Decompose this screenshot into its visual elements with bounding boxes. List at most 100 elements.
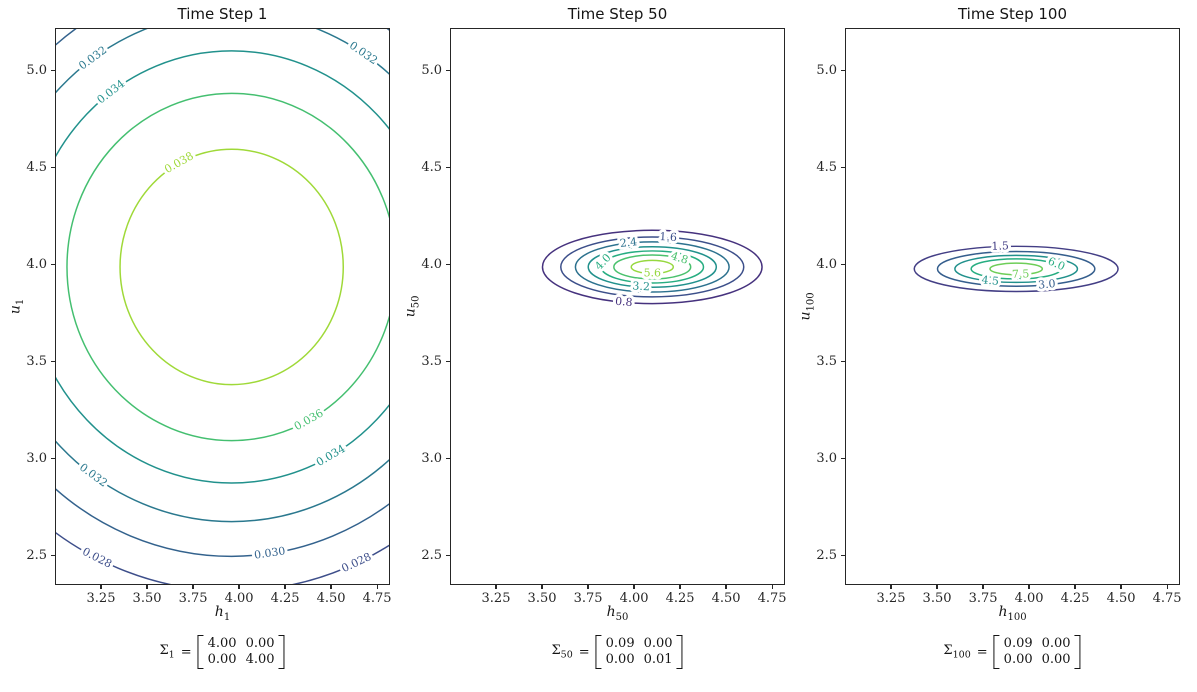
y-tick-label: 5.0 [26,62,47,78]
x-axis-label: h100 [845,604,1180,623]
matrix-left-bracket [197,635,204,669]
y-tick-label: 5.0 [421,62,442,78]
contour-line [560,236,745,298]
y-tick-mark [446,70,450,72]
x-tick-mark [633,585,635,589]
y-tick-mark [51,458,55,460]
x-axis-label-sub: 100 [1007,611,1027,623]
subplot-time-step-50: Time Step 50 0.8 1.6 2.4 3.2 4.0 4.8 5.6 h50 u… [403,0,787,692]
contour-label: 2.4 [619,235,638,250]
equals-sign: = [180,644,192,660]
y-tick-mark [446,458,450,460]
y-tick-mark [51,70,55,72]
x-tick-mark [725,585,727,589]
x-tick-label: 4.75 [757,591,787,606]
x-tick-mark [192,585,194,589]
contour-line [56,50,389,484]
y-tick-label: 4.0 [816,256,837,272]
contour-line [970,258,1062,280]
y-tick-mark [446,555,450,557]
x-axis-label: h50 [450,604,785,623]
contour-label: 0.032 [76,43,109,72]
sigma-symbol: Σ50 [551,643,573,661]
x-tick-mark [982,585,984,589]
x-tick-label: 4.00 [1014,591,1044,606]
contour-line [913,245,1119,293]
plot-title: Time Step 50 [567,5,668,23]
y-tick-mark [841,361,845,363]
y-tick-mark [841,458,845,460]
y-tick-label: 4.0 [421,256,442,272]
covariance-matrix: 0.09 0.00 0.00 0.00 [993,635,1081,669]
x-tick-mark [495,585,497,589]
y-tick-label: 2.5 [421,547,442,563]
matrix-cell: 0.09 [1003,636,1033,651]
contour-line [989,262,1044,276]
equals-sign: = [578,644,590,660]
x-tick-mark [1166,585,1168,589]
x-tick-mark [376,585,378,589]
contour-plot-svg: 0.81.62.43.24.0 4.85.6 [541,227,763,312]
y-tick-label: 5.0 [816,62,837,78]
contour-line [574,241,730,293]
x-axis-label: h1 [55,604,390,623]
matrix-cell: 0.00 [1003,652,1033,667]
y-tick-label: 3.0 [421,450,442,466]
y-axis-label-base: u [7,305,24,315]
contour-label: 0.032 [77,461,110,490]
matrix-cell: 0.01 [643,652,673,667]
matrix-cell: 0.09 [605,636,635,651]
contour-line [56,531,389,584]
matrix-right-bracket [1074,635,1081,669]
contour-label: 0.028 [80,545,114,571]
y-tick-label: 4.5 [421,159,442,175]
contour-line [56,29,389,557]
contour-label: 5.6 [644,267,661,280]
sigma-symbol: Σ1 [159,643,175,661]
contour-label: 0.034 [314,442,348,469]
axes: 1.5 3.0 4.5 6.0 7.5 [845,28,1180,585]
contour-line [600,250,705,284]
contour-label: 3.2 [632,279,650,293]
y-tick-label: 4.5 [26,159,47,175]
sigma-symbol: Σ100 [943,643,971,661]
x-tick-label: 3.25 [876,591,906,606]
contour-line [613,254,692,280]
y-axis-label: u1 [7,28,27,585]
contour-label: 4.5 [981,273,1000,288]
x-tick-label: 4.25 [270,591,300,606]
matrix-left-bracket [595,635,602,669]
contour-label: 0.038 [162,149,196,176]
contour-label: 7.5 [1012,267,1030,281]
y-tick-label: 3.0 [26,450,47,466]
y-axis-label: u100 [797,28,817,585]
y-tick-label: 3.5 [26,353,47,369]
contour-label: 4.0 [592,251,613,273]
y-tick-mark [446,167,450,169]
matrix-cell: 0.00 [207,652,237,667]
plot-title: Time Step 100 [957,5,1068,23]
subplot-time-step-100: Time Step 100 1.5 3.0 4.5 6.0 7.5 h100 u100 … [798,0,1182,692]
x-tick-label: 4.00 [619,591,649,606]
x-tick-mark [936,585,938,589]
matrix-cell: 0.00 [1041,636,1071,651]
matrix-cell: 4.00 [245,652,275,667]
matrix-right-bracket [676,635,683,669]
contour-label: 0.030 [253,544,286,561]
matrix-cell: 0.00 [643,636,673,651]
plot-title: Time Step 1 [177,5,268,23]
x-tick-label: 3.75 [178,591,208,606]
axes: 0.8 1.6 2.4 3.2 4.0 4.8 5.6 [450,28,785,585]
x-tick-label: 3.50 [132,591,162,606]
x-axis-label-sub: 50 [615,611,629,623]
x-tick-mark [1028,585,1030,589]
x-tick-label: 4.50 [711,591,741,606]
y-tick-label: 3.5 [421,353,442,369]
matrix-right-bracket [278,635,285,669]
matrix-cell: 0.00 [1041,652,1071,667]
x-tick-label: 4.75 [362,591,392,606]
y-tick-mark [51,555,55,557]
x-tick-mark [330,585,332,589]
x-tick-mark [1074,585,1076,589]
contour-line [56,29,389,523]
